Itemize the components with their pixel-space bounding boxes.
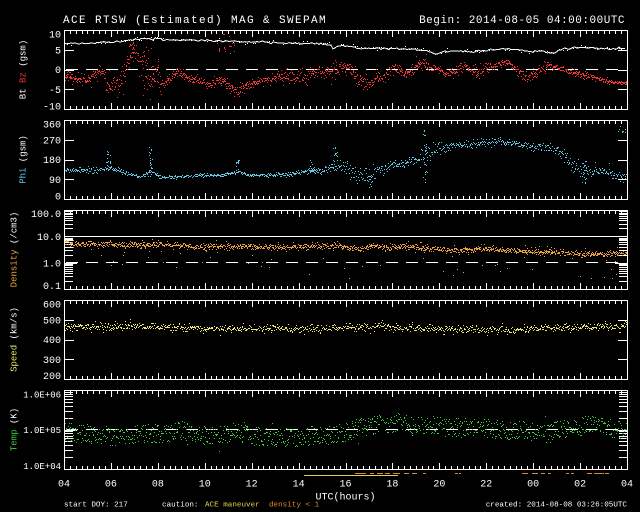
svg-text:0.1: 0.1 bbox=[43, 282, 61, 293]
svg-text:06: 06 bbox=[105, 480, 117, 491]
svg-text:600: 600 bbox=[43, 301, 61, 312]
svg-text:360: 360 bbox=[43, 121, 61, 132]
svg-text:02: 02 bbox=[574, 480, 586, 491]
svg-text:1.0E+06: 1.0E+06 bbox=[23, 390, 61, 400]
svg-text:Temp (K): Temp (K) bbox=[10, 408, 20, 451]
svg-text:20: 20 bbox=[433, 480, 445, 491]
svg-text:04: 04 bbox=[58, 480, 70, 491]
svg-text:0: 0 bbox=[55, 193, 61, 204]
svg-text:16: 16 bbox=[339, 480, 351, 491]
svg-text:Begin: 2014-08-05 04:00:00UTC: Begin: 2014-08-05 04:00:00UTC bbox=[419, 15, 625, 27]
svg-text:Speed (km/s): Speed (km/s) bbox=[10, 307, 20, 372]
svg-text:300: 300 bbox=[43, 356, 61, 367]
svg-text:1.0E+05: 1.0E+05 bbox=[23, 426, 61, 436]
svg-text:UTC(hours): UTC(hours) bbox=[315, 492, 375, 504]
svg-text:caution:: caution: bbox=[162, 502, 198, 510]
svg-text:400: 400 bbox=[43, 336, 61, 347]
svg-text:1.0E+04: 1.0E+04 bbox=[23, 462, 61, 472]
svg-text:180: 180 bbox=[43, 156, 61, 167]
svg-text:5: 5 bbox=[55, 46, 61, 57]
svg-text:270: 270 bbox=[43, 136, 61, 147]
svg-text:density < 1: density < 1 bbox=[269, 502, 320, 510]
svg-text:14: 14 bbox=[293, 480, 305, 491]
svg-text:created: 2014-08-08 03:26:05UT: created: 2014-08-08 03:26:05UTC bbox=[486, 502, 628, 510]
svg-text:1.0: 1.0 bbox=[43, 259, 61, 270]
svg-text:start DOY: 217: start DOY: 217 bbox=[64, 502, 128, 510]
svg-text:-5: -5 bbox=[49, 86, 61, 97]
svg-text:04: 04 bbox=[621, 480, 633, 491]
svg-text:08: 08 bbox=[152, 480, 164, 491]
svg-text:ACE maneuver: ACE maneuver bbox=[205, 502, 260, 510]
svg-text:ACE RTSW (Estimated) MAG & SWE: ACE RTSW (Estimated) MAG & SWEPAM bbox=[63, 15, 327, 27]
svg-text:0: 0 bbox=[55, 66, 61, 77]
svg-text:500: 500 bbox=[43, 316, 61, 327]
svg-text:Density (/cm3): Density (/cm3) bbox=[10, 212, 20, 288]
svg-text:10.0: 10.0 bbox=[37, 233, 61, 244]
svg-text:200: 200 bbox=[43, 372, 61, 383]
svg-text:12: 12 bbox=[246, 480, 258, 491]
svg-text:90: 90 bbox=[49, 176, 61, 187]
svg-text:-10: -10 bbox=[43, 103, 61, 114]
svg-text:00: 00 bbox=[527, 480, 539, 491]
svg-text:Bt Bz (gsm): Bt Bz (gsm) bbox=[19, 40, 29, 99]
svg-text:Phi (gsm): Phi (gsm) bbox=[19, 135, 29, 184]
svg-text:10: 10 bbox=[49, 31, 61, 42]
svg-text:22: 22 bbox=[480, 480, 492, 491]
svg-text:18: 18 bbox=[386, 480, 398, 491]
svg-text:100.0: 100.0 bbox=[31, 210, 61, 221]
svg-text:10: 10 bbox=[199, 480, 211, 491]
